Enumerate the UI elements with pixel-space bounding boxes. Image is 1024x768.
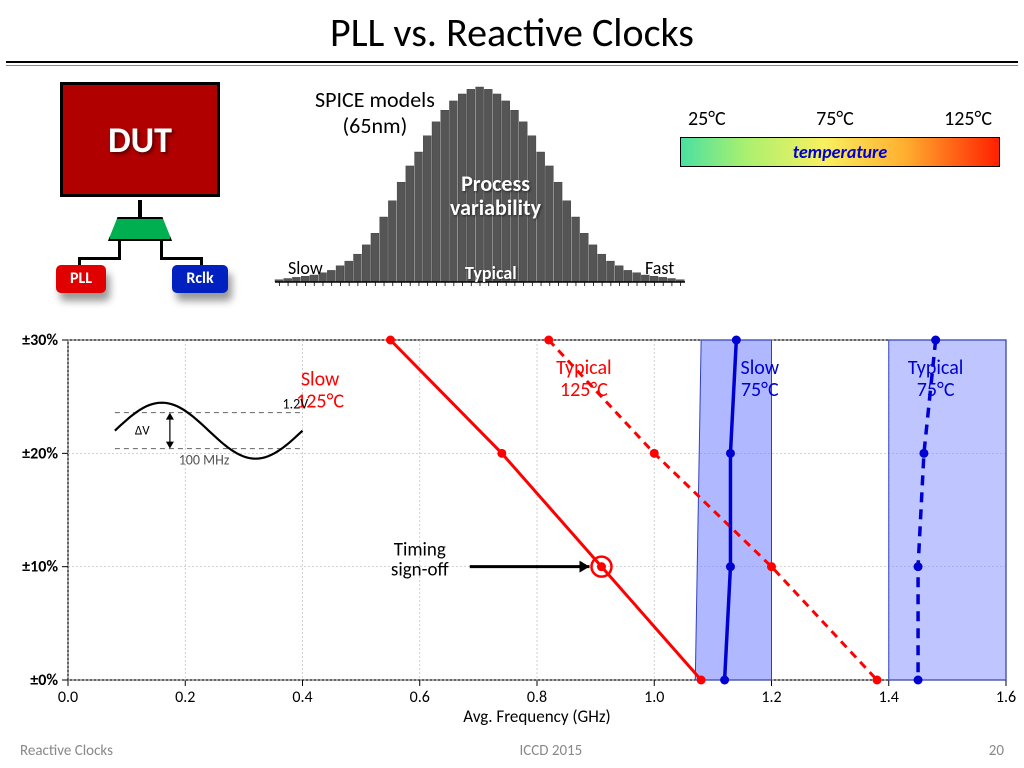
svg-text:0.0: 0.0 (58, 688, 78, 707)
title-divider (6, 61, 1018, 63)
main-chart: 0.0 0.2 0.4 0.6 0.8 1.0 1.2 1.4 1.6 ±0% ±10% ±20% ±3… (8, 330, 1016, 730)
svg-text:Avg. Frequency (GHz): Avg. Frequency (GHz) (463, 706, 610, 727)
svg-text:75°C: 75°C (741, 378, 779, 402)
process-variability-label: Process variability (450, 172, 541, 220)
temp-ticks: 25°C 75°C 125°C (680, 107, 1000, 131)
svg-text:75°C: 75°C (917, 378, 955, 402)
svg-text:0.4: 0.4 (292, 688, 312, 707)
svg-text:Typical: Typical (908, 356, 963, 380)
svg-text:±20%: ±20% (22, 444, 58, 463)
temp-bar: temperature (680, 137, 1000, 167)
svg-text:ΔV: ΔV (135, 424, 150, 439)
pll-box: PLL (56, 265, 106, 293)
footer-right: 20 (989, 742, 1004, 760)
temp-tick-125: 125°C (944, 107, 992, 131)
mux-icon (108, 217, 172, 241)
slide-title: PLL vs. Reactive Clocks (0, 0, 1024, 61)
svg-text:±30%: ±30% (22, 331, 58, 350)
svg-text:Typical: Typical (556, 356, 611, 380)
svg-text:100 MHz: 100 MHz (179, 452, 230, 469)
diagram-leg (78, 257, 121, 260)
diagram-leg (160, 257, 203, 260)
temp-bar-label: temperature (793, 141, 887, 163)
svg-text:0.2: 0.2 (175, 688, 195, 707)
hist-slow-label: Slow (288, 257, 323, 279)
dut-box: DUT (60, 82, 220, 197)
svg-text:0.6: 0.6 (410, 688, 430, 707)
hist-fast-label: Fast (645, 257, 674, 279)
svg-text:±0%: ±0% (30, 671, 58, 690)
footer-left: Reactive Clocks (20, 742, 113, 760)
dut-label: DUT (108, 118, 172, 162)
svg-text:0.8: 0.8 (527, 688, 547, 707)
svg-text:±10%: ±10% (22, 558, 58, 577)
dut-diagram: DUT PLL Rclk (20, 82, 270, 312)
temp-tick-75: 75°C (816, 107, 854, 131)
svg-text:1.6: 1.6 (996, 688, 1016, 707)
svg-text:1.0: 1.0 (644, 688, 664, 707)
temp-tick-25: 25°C (688, 107, 726, 131)
footer: Reactive Clocks ICCD 2015 20 (0, 742, 1024, 760)
rclk-box: Rclk (172, 265, 228, 293)
svg-text:125°C: 125°C (560, 378, 608, 402)
top-panel: DUT PLL Rclk SPICE models (65nm) Process… (0, 72, 1024, 322)
svg-text:sign-off: sign-off (391, 558, 449, 581)
hist-typical-label: Typical (465, 262, 517, 284)
temperature-legend: 25°C 75°C 125°C temperature (680, 107, 1000, 207)
diagram-stem (138, 200, 142, 218)
svg-text:1.2: 1.2 (761, 688, 781, 707)
title-divider-2 (6, 65, 1018, 66)
chart-svg: 0.0 0.2 0.4 0.6 0.8 1.0 1.2 1.4 1.6 ±0% ±10% ±20% ±3… (8, 330, 1016, 730)
svg-text:Slow: Slow (741, 356, 780, 380)
footer-center: ICCD 2015 (519, 742, 582, 760)
histogram: SPICE models (65nm) Process variability … (270, 77, 690, 307)
svg-text:Slow: Slow (301, 367, 340, 391)
svg-text:1.2V: 1.2V (283, 396, 309, 413)
svg-text:1.4: 1.4 (879, 688, 899, 707)
